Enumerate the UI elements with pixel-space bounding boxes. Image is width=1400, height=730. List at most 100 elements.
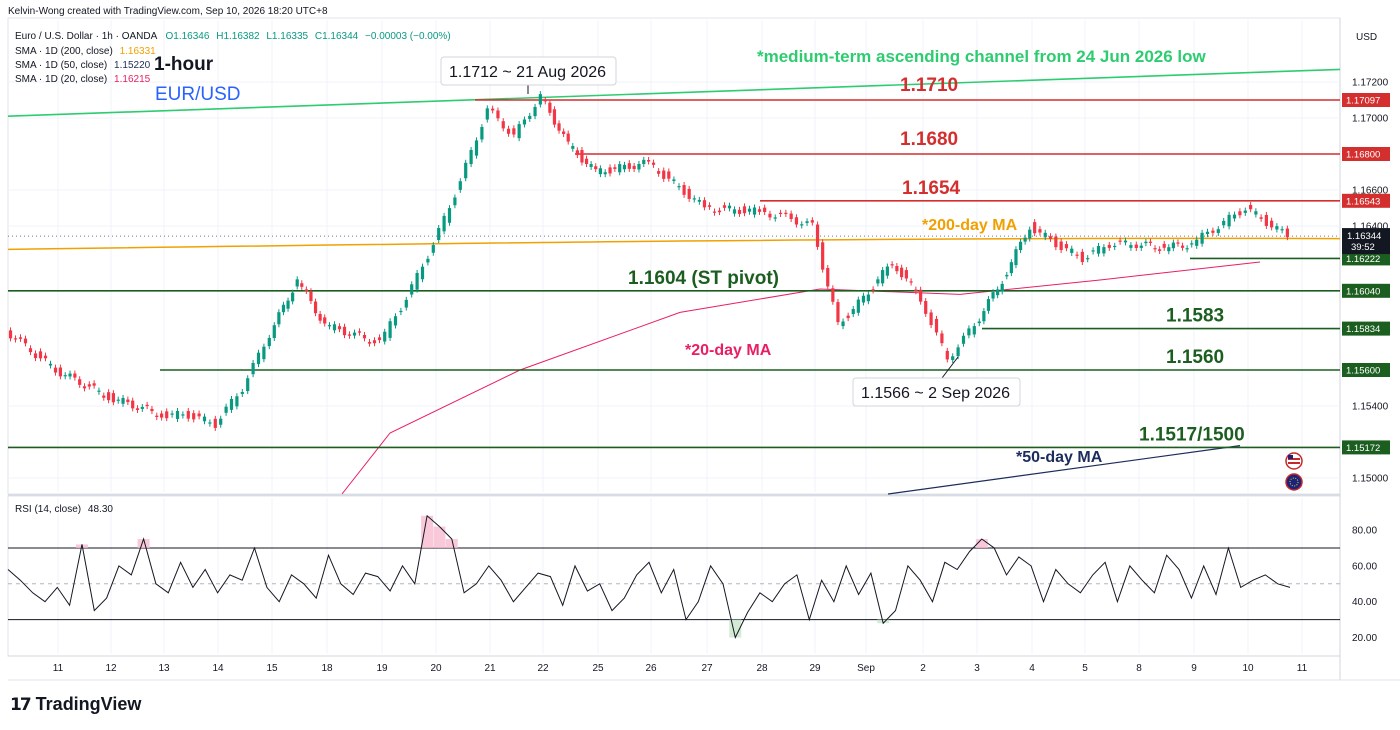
candle-body [692, 198, 696, 200]
candle-body [383, 331, 387, 342]
candle-body [131, 400, 135, 409]
last-price-countdown: 39:52 [1351, 242, 1375, 253]
x-tick-label: 27 [701, 663, 713, 674]
sma200-value: 1.16331 [120, 46, 157, 57]
last-price-text: 1.16344 [1347, 231, 1381, 242]
x-tick-label: 14 [212, 663, 224, 674]
currency-label[interactable]: USD [1356, 32, 1377, 43]
high-callout-text: 1.1712 ~ 21 Aug 2026 [449, 64, 606, 81]
candle-body [841, 321, 845, 327]
ohlc-close: C1.16344 [315, 31, 359, 42]
candle-body [768, 213, 772, 218]
candle-body [742, 206, 747, 214]
candle-body [1280, 229, 1284, 231]
candle-body [501, 121, 505, 129]
candle-body [646, 159, 651, 162]
candle-body [1075, 254, 1079, 256]
candle-body [794, 217, 799, 225]
candle-body [1009, 262, 1013, 274]
level-axis-badge [1342, 193, 1390, 208]
candle-body [580, 150, 584, 163]
candle-body [584, 158, 589, 165]
candle-body [919, 289, 923, 302]
candle-body [33, 353, 38, 359]
candle-body [219, 418, 223, 425]
candle-body [552, 109, 557, 125]
candle-body [150, 408, 154, 412]
candle-body [111, 393, 116, 403]
candle-body [78, 379, 82, 385]
candle-body [1070, 248, 1074, 253]
candle-body [1148, 241, 1153, 243]
x-tick-label: 11 [1297, 663, 1308, 674]
eu-flag-icon[interactable] [1285, 473, 1303, 491]
candle-body [603, 172, 607, 175]
candle-body [1086, 258, 1090, 260]
price-tick-label: 1.15400 [1352, 402, 1389, 413]
candle-body [1059, 241, 1063, 251]
candle-body [826, 267, 830, 287]
candle-body [747, 208, 752, 212]
candle-body [1243, 210, 1247, 213]
candle-body [63, 375, 67, 377]
candle-body [496, 110, 500, 119]
price-tick-label: 1.17200 [1352, 78, 1389, 89]
price-tick-label: 1.16600 [1352, 186, 1389, 197]
candle-body [281, 304, 286, 313]
candle-body [890, 264, 894, 266]
sma20-legend[interactable]: SMA · 1D (20, close) 1.16215 [15, 74, 151, 85]
candle-body [474, 140, 479, 156]
axis-layer: 11 12 13 14 15 18 19 20 21 22 25 26 27 28 29 Sep 2 3 4 5 8 9 1… [53, 78, 1389, 675]
candle-body [662, 170, 666, 179]
candle-body [155, 415, 159, 417]
level-label: 1.1710 [900, 75, 958, 96]
candle-body [1200, 232, 1204, 244]
candle-body [170, 413, 174, 415]
candle-body [727, 205, 732, 209]
level-axis-badge [1342, 251, 1390, 266]
candle-body [1195, 239, 1199, 246]
candle-body [522, 119, 527, 125]
candle-body [632, 165, 636, 170]
candle-body [1254, 211, 1258, 215]
candle-body [404, 299, 408, 308]
timeframe-label: 1-hour [154, 54, 214, 75]
level-label: 1.1560 [1166, 347, 1224, 368]
level-axis-badge [1342, 440, 1390, 455]
candle-body [543, 100, 547, 102]
candle-body [58, 367, 63, 377]
candle-body [372, 340, 377, 344]
level-axis-badge [1342, 363, 1390, 377]
ma20-annotation: *20-day MA [685, 342, 772, 359]
candle-body [627, 163, 631, 169]
tradingview-logo: 17 TradingView [10, 694, 141, 715]
candle-body [717, 210, 722, 213]
candle-body [92, 383, 96, 386]
sma200-legend[interactable]: SMA · 1D (200, close) 1.16331 [15, 46, 156, 57]
candle-body [533, 106, 537, 117]
us-flag-icon[interactable] [1285, 452, 1303, 470]
candle-body [1091, 250, 1095, 252]
candle-body [622, 164, 627, 170]
rsi-legend[interactable]: RSI (14, close) 48.30 [15, 504, 113, 515]
x-tick-label: 28 [756, 663, 768, 674]
candle-body [924, 301, 928, 314]
rsi-tick-label: 20.00 [1352, 633, 1377, 644]
candle-body [702, 200, 707, 208]
sma50-legend[interactable]: SMA · 1D (50, close) 1.15220 [15, 60, 151, 71]
rsi-overbought-fill [421, 515, 434, 548]
candle-body [861, 295, 866, 303]
candle-body [13, 338, 18, 340]
symbol-line: Euro / U.S. Dollar · 1h · OANDA O1.16346… [15, 31, 451, 42]
candle-body [1118, 240, 1122, 242]
candle-body [967, 328, 971, 336]
tradingview-logo-mark: 17 [10, 694, 32, 715]
candle-body [1176, 242, 1180, 244]
candle-body [126, 399, 130, 403]
rsi-value: 48.30 [88, 504, 113, 515]
candle-body [548, 102, 552, 113]
candle-body [737, 209, 742, 214]
candle-body [512, 128, 516, 135]
candle-body [608, 167, 612, 174]
candle-body [1275, 226, 1279, 230]
